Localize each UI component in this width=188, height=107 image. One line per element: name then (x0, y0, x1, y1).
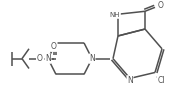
Text: O: O (37, 54, 43, 63)
Text: N: N (89, 54, 95, 63)
Text: Cl: Cl (157, 76, 165, 85)
Text: N: N (45, 54, 51, 63)
Text: NH: NH (110, 12, 120, 18)
Text: N: N (127, 76, 133, 85)
Text: O: O (158, 1, 164, 10)
Text: O: O (51, 42, 57, 51)
